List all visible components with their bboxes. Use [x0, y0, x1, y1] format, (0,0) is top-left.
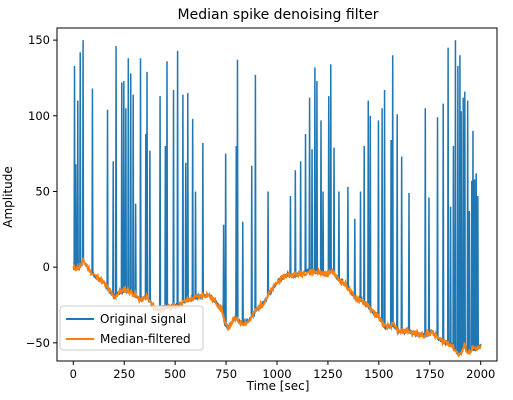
x-tick-label: 500	[164, 367, 186, 381]
y-tick-label: 50	[35, 184, 50, 198]
y-tick-label: 150	[28, 33, 50, 47]
x-tick-label: 250	[113, 367, 135, 381]
x-axis-label: Time [sec]	[246, 379, 310, 393]
x-tick-label: 0	[70, 367, 77, 381]
x-tick-label: 1500	[364, 367, 393, 381]
x-tick-label: 2000	[466, 367, 495, 381]
y-tick-label: 100	[28, 109, 50, 123]
y-tick-label: 0	[43, 260, 50, 274]
line-median-filtered	[72, 256, 482, 358]
x-tick-label: 1000	[262, 367, 291, 381]
legend-box	[59, 305, 204, 351]
series-median-filtered	[72, 256, 482, 358]
y-tick-label: −50	[26, 336, 50, 350]
legend-label-median-filtered: Median-filtered	[100, 332, 191, 346]
y-axis-label: Amplitude	[1, 166, 15, 228]
legend: Original signal Median-filtered	[59, 305, 204, 351]
plot-area	[72, 40, 482, 358]
x-tick-label: 1250	[313, 367, 342, 381]
x-axis: 0 250 500 750 1000 1250 1500 1750 2000	[70, 361, 495, 381]
legend-label-original-signal: Original signal	[100, 312, 186, 326]
chart-title: Median spike denoising filter	[178, 7, 379, 23]
x-tick-label: 1750	[415, 367, 444, 381]
x-tick-label: 750	[215, 367, 237, 381]
y-axis: −50 0 50 100 150	[26, 33, 57, 350]
